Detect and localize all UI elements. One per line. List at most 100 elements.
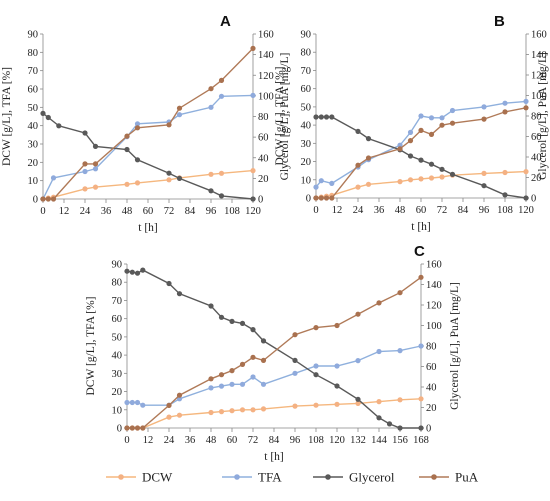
data-point-dcw (523, 169, 529, 175)
data-point-tfa (176, 396, 183, 402)
data-point-tfa (397, 142, 403, 148)
data-point-glycerol (355, 396, 361, 402)
y-left-tick-label: 20 (301, 157, 312, 168)
chart-panel-a: 0 12 24 36 48 60 72 84 96 108 12001020304050607080… (1, 13, 291, 234)
x-tick-label: 60 (227, 435, 238, 446)
legend-label-tfa: TFA (258, 470, 282, 485)
y-right-tick-label: 140 (258, 50, 274, 61)
legend-marker-dcw (118, 474, 124, 480)
data-point-pua (481, 116, 487, 122)
data-point-tfa (229, 381, 235, 387)
x-tick-label: 12 (59, 206, 70, 217)
x-tick-label: 108 (497, 205, 513, 216)
y-left-tick-label: 60 (301, 84, 312, 95)
x-tick-label: 132 (350, 435, 366, 446)
y-left-tick-label: 30 (112, 369, 123, 380)
x-tick-label: 0 (124, 435, 129, 446)
series-line-tfa (127, 345, 422, 406)
x-tick-label: 24 (164, 435, 175, 446)
y-left-tick-label: 0 (117, 424, 122, 435)
y-left-tick-label: 30 (28, 140, 39, 151)
data-point-pua (166, 122, 172, 128)
data-point-glycerol (250, 327, 256, 333)
x-tick-label: 12 (143, 435, 154, 446)
chart-panel-c: 0 12 24 36 48 60 72 84 96 108 120 132 144 156 16801020… (85, 243, 461, 463)
x-axis-label: t [h] (264, 451, 283, 463)
data-point-dcw (355, 400, 361, 406)
y-right-tick-label: 80 (426, 342, 437, 353)
y-left-tick-label: 0 (306, 194, 311, 205)
y-left-tick-label: 20 (112, 387, 123, 398)
data-point-dcw (208, 171, 214, 177)
x-tick-label: 36 (101, 206, 112, 217)
y-right-tick-label: 40 (426, 383, 437, 394)
data-point-dcw (428, 175, 435, 181)
data-point-glycerol (418, 425, 424, 431)
y-right-tick-label: 60 (426, 362, 437, 373)
data-point-tfa (260, 381, 267, 387)
data-point-glycerol (140, 267, 146, 273)
data-point-glycerol (329, 114, 335, 120)
data-point-tfa (129, 399, 135, 406)
legend-label-dcw: DCW (142, 470, 173, 485)
data-point-glycerol (386, 421, 393, 427)
x-tick-label: 60 (416, 205, 427, 216)
data-point-dcw (260, 406, 267, 412)
data-point-glycerol (92, 143, 99, 149)
y-left-tick-label: 70 (112, 296, 123, 307)
data-point-tfa (124, 399, 130, 406)
data-point-glycerol (407, 153, 414, 159)
y-right-tick-label: 160 (426, 260, 442, 271)
data-point-dcw (376, 399, 382, 405)
data-point-tfa (176, 112, 183, 118)
data-point-glycerol (449, 171, 456, 177)
x-axis-label: t [h] (138, 222, 157, 234)
data-point-glycerol (134, 157, 141, 163)
data-point-dcw (218, 170, 225, 176)
data-point-glycerol (208, 303, 214, 309)
data-point-pua (229, 368, 235, 374)
data-point-dcw (439, 174, 445, 180)
data-point-pua (166, 402, 172, 408)
x-tick-label: 96 (290, 435, 301, 446)
data-point-dcw (397, 179, 403, 185)
data-point-tfa (397, 348, 403, 354)
data-point-dcw (82, 186, 88, 192)
data-point-tfa (523, 98, 529, 104)
y-right-tick-label: 140 (531, 50, 547, 61)
x-tick-label: 156 (392, 435, 408, 446)
y-right-tick-label: 80 (258, 112, 269, 123)
data-point-dcw (124, 181, 130, 187)
data-point-tfa (481, 104, 487, 110)
y-right-tick-label: 0 (426, 424, 431, 435)
data-point-tfa (313, 363, 319, 369)
data-point-pua (45, 196, 51, 202)
data-point-glycerol (124, 268, 130, 274)
y-left-tick-label: 70 (28, 66, 39, 77)
data-point-pua (176, 105, 183, 111)
data-point-tfa (439, 115, 445, 121)
data-point-pua (334, 322, 340, 329)
data-point-dcw (229, 408, 235, 414)
data-point-pua (218, 77, 225, 83)
legend-marker-tfa (234, 474, 240, 480)
data-point-glycerol (218, 314, 225, 320)
data-point-glycerol (376, 415, 382, 421)
data-point-glycerol (481, 183, 487, 189)
data-point-pua (449, 120, 456, 126)
y-right-tick-label: 160 (258, 30, 274, 41)
data-point-pua (329, 195, 335, 201)
data-point-pua (250, 45, 256, 52)
y-right-tick-label: 60 (531, 132, 542, 143)
y-left-tick-label: 60 (28, 85, 39, 96)
x-tick-label: 120 (329, 435, 345, 446)
y-left-tick-label: 40 (28, 121, 39, 132)
y-left-tick-label: 80 (28, 48, 39, 59)
y-left-tick-label: 90 (28, 30, 39, 41)
data-point-glycerol (318, 114, 324, 120)
data-point-pua (50, 196, 57, 202)
data-point-pua (292, 332, 298, 338)
data-point-dcw (334, 401, 340, 407)
data-point-glycerol (40, 110, 46, 116)
data-point-pua (208, 86, 214, 92)
